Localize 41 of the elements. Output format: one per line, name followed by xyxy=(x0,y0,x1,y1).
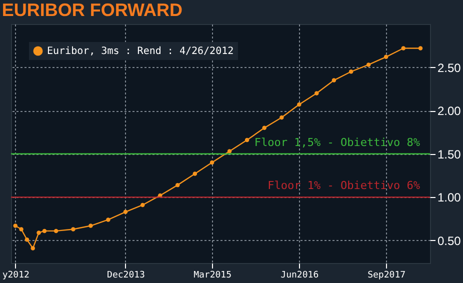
y-tick-label: 2.50 xyxy=(438,60,462,75)
y-tick-label: 2.00 xyxy=(438,104,462,118)
y-tick-label: 0.50 xyxy=(438,234,462,248)
point xyxy=(42,228,47,234)
point xyxy=(175,182,180,188)
point xyxy=(418,46,423,50)
x-tick-label: Dec2013 xyxy=(107,270,145,280)
point xyxy=(140,202,145,208)
point xyxy=(227,149,232,154)
x-tick-label: y2012 xyxy=(2,270,30,280)
ref-line-label: Floor 1,5% - Obiettivo 8% xyxy=(254,136,420,149)
point xyxy=(71,227,76,232)
point xyxy=(30,246,35,250)
point xyxy=(297,102,302,107)
point xyxy=(24,238,30,242)
point xyxy=(348,70,354,74)
point xyxy=(88,224,93,228)
point xyxy=(54,228,58,234)
point xyxy=(262,126,266,130)
y-tick-label: 1.50 xyxy=(438,147,462,162)
x-tick-label: Sep2017 xyxy=(368,270,406,280)
point xyxy=(19,227,24,232)
point xyxy=(106,218,110,222)
chart-title: EURIBOR FORWARD xyxy=(2,0,182,20)
point xyxy=(280,115,284,120)
point xyxy=(332,78,336,82)
point xyxy=(366,62,371,67)
ref-line-label: Floor 1% - Obiettivo 6% xyxy=(268,179,420,192)
point xyxy=(244,138,250,142)
point xyxy=(384,54,388,60)
point xyxy=(13,224,18,228)
point xyxy=(210,160,214,165)
x-tick-label: Jun2016 xyxy=(280,270,319,280)
point xyxy=(36,230,41,235)
y-tick-label: 1.00 xyxy=(438,190,462,205)
legend-label: Euribor, 3ms : Rend : 4/26/2012 xyxy=(47,46,234,57)
point xyxy=(401,46,406,50)
point xyxy=(192,172,198,176)
point xyxy=(123,210,128,214)
point xyxy=(314,91,319,96)
x-tick-label: Mar2015 xyxy=(194,270,232,280)
